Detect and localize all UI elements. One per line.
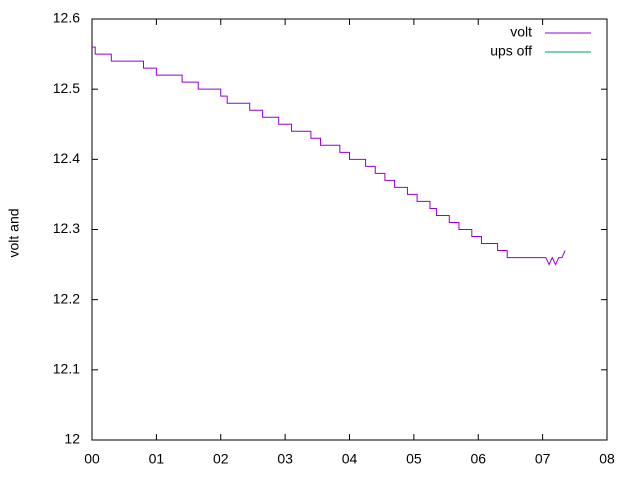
x-tick-label: 05: [406, 451, 422, 467]
x-tick-label: 08: [599, 451, 615, 467]
line-series: [92, 46, 566, 266]
legend-label: volt: [510, 24, 532, 40]
x-tick-label: 06: [470, 451, 486, 467]
plot-border: [91, 18, 608, 441]
y-tick-label: 12.5: [53, 80, 80, 96]
y-axis-label: volt and: [6, 208, 22, 257]
x-tick-label: 01: [149, 451, 165, 467]
x-tick-label: 00: [84, 451, 100, 467]
x-tick-label: 04: [342, 451, 358, 467]
x-tick-label: 07: [535, 451, 551, 467]
x-tick-label: 02: [213, 451, 229, 467]
y-tick-label: 12.1: [53, 361, 80, 377]
y-tick-label: 12: [64, 431, 80, 447]
y-tick-label: 12.3: [53, 220, 80, 236]
legend-label: ups off: [490, 43, 532, 59]
x-tick-label: 03: [277, 451, 293, 467]
y-tick-label: 12.6: [53, 10, 80, 26]
y-tick-label: 12.4: [53, 150, 80, 166]
y-tick-label: 12.2: [53, 290, 80, 306]
